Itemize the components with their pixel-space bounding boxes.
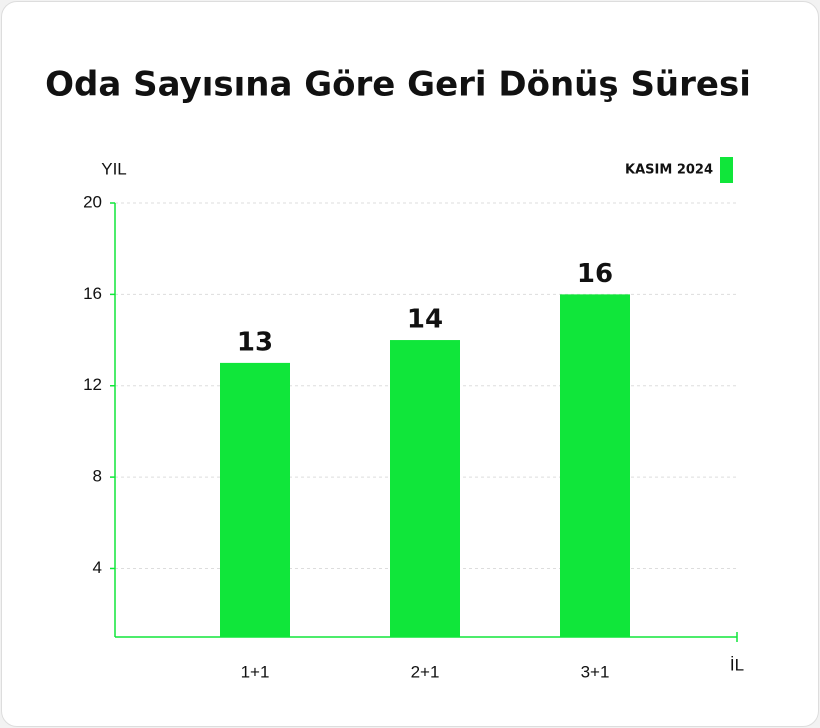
x-axis-label: İL <box>730 655 744 674</box>
x-tick-label: 3+1 <box>581 662 610 681</box>
bar <box>390 340 460 637</box>
y-tick-label: 16 <box>83 284 102 303</box>
legend-swatch <box>720 157 733 183</box>
value-label: 13 <box>237 327 273 357</box>
bar <box>220 362 290 637</box>
bar <box>560 294 630 637</box>
legend-label: KASIM 2024 <box>625 163 713 178</box>
y-tick-label: 4 <box>93 558 102 577</box>
x-tick-label: 2+1 <box>411 662 440 681</box>
value-label: 16 <box>577 259 613 289</box>
y-tick-label: 12 <box>83 375 102 394</box>
y-tick-label: 20 <box>83 192 102 211</box>
value-label: 14 <box>407 305 443 335</box>
y-tick-label: 8 <box>93 467 102 486</box>
chart-title: Oda Sayısına Göre Geri Dönüş Süresi <box>45 65 751 105</box>
y-axis-label: YIL <box>101 159 127 178</box>
x-tick-label: 1+1 <box>241 662 270 681</box>
